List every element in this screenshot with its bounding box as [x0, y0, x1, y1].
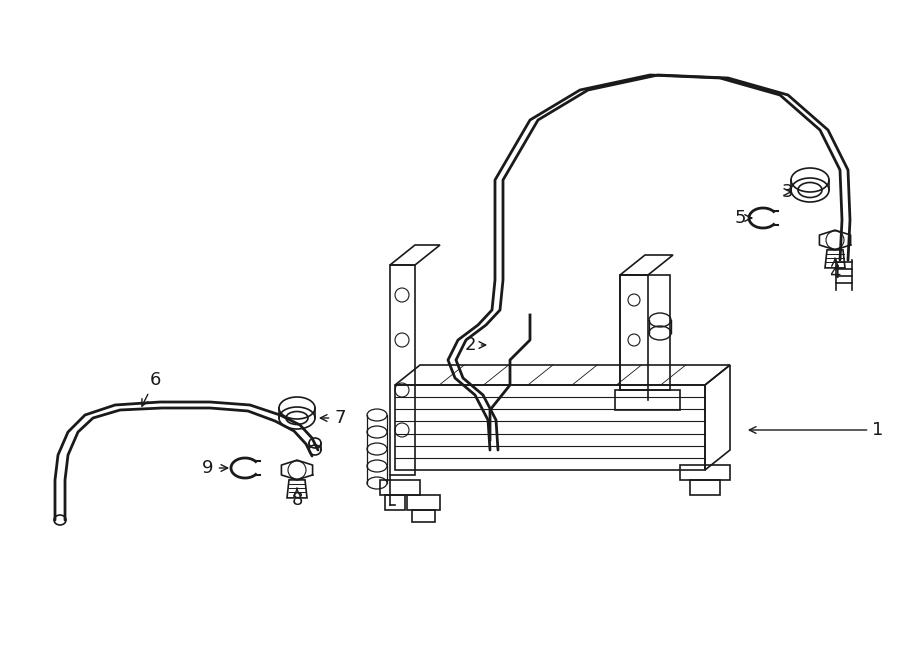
Text: 4: 4: [829, 258, 841, 282]
Text: 3: 3: [781, 183, 793, 201]
Text: 1: 1: [750, 421, 884, 439]
Text: 7: 7: [320, 409, 346, 427]
Text: 6: 6: [142, 371, 161, 406]
Text: 5: 5: [734, 209, 752, 227]
Text: 9: 9: [202, 459, 228, 477]
Text: 2: 2: [464, 336, 486, 354]
Text: 8: 8: [292, 488, 302, 509]
